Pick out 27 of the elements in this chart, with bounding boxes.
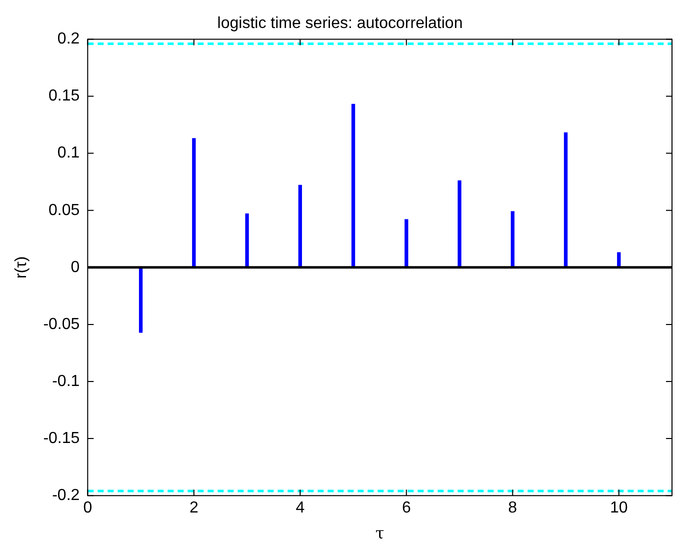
x-tick-label: 0 (83, 500, 92, 517)
y-tick-label: -0.15 (43, 430, 80, 447)
x-tick-label: 10 (610, 500, 628, 517)
bar (458, 180, 462, 268)
bar (138, 267, 143, 333)
y-tick-label: 0 (70, 258, 80, 276)
x-axis-title: τ (375, 524, 384, 543)
y-tick-label: 0.05 (48, 202, 80, 219)
x-tick-label: 2 (189, 500, 198, 517)
y-axis-title: r(τ) (13, 256, 30, 279)
bar (298, 184, 302, 268)
y-tick-label: -0.1 (52, 372, 80, 390)
y-tick-label: -0.05 (43, 316, 80, 333)
chart-title: logistic time series: autocorrelation (217, 15, 463, 32)
bar (351, 104, 356, 268)
x-tick-label: 4 (296, 500, 305, 517)
bar (404, 219, 408, 268)
bar (192, 138, 196, 268)
y-tick-label: -0.2 (52, 487, 80, 504)
bar (564, 132, 568, 268)
bar (510, 211, 514, 268)
y-tick-label: 0.2 (57, 30, 80, 48)
y-tick-label: 0.1 (57, 144, 80, 162)
x-tick-label: 8 (508, 500, 518, 517)
bar (245, 213, 249, 268)
x-tick-label: 6 (402, 500, 411, 517)
y-tick-label: 0.15 (48, 88, 80, 105)
